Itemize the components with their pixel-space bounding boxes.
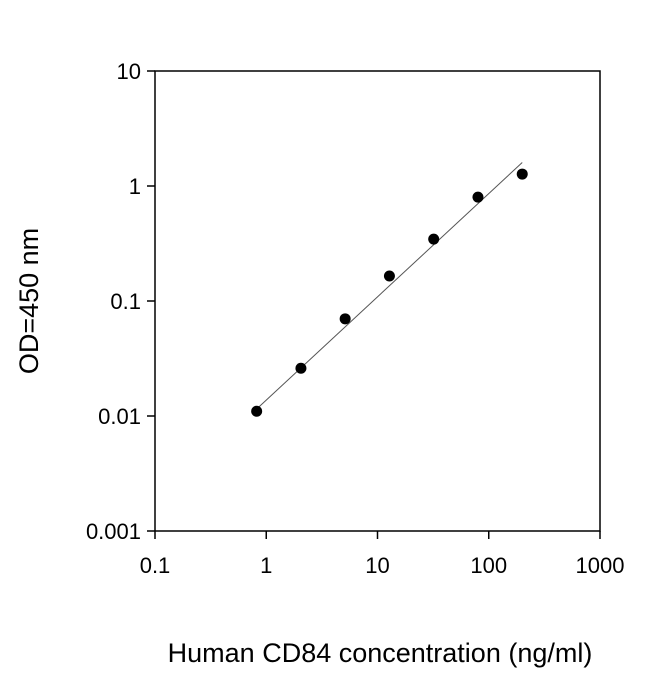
y-tick-label: 10 bbox=[117, 59, 141, 84]
data-point bbox=[251, 405, 263, 417]
x-tick-label: 100 bbox=[470, 553, 507, 578]
data-points-layer bbox=[251, 168, 528, 417]
x-tick-label: 0.1 bbox=[140, 553, 171, 578]
y-tick-label: 0.01 bbox=[98, 404, 141, 429]
data-point bbox=[472, 191, 484, 203]
plot-frame bbox=[154, 70, 601, 532]
data-point bbox=[428, 233, 440, 245]
x-tick-label: 10 bbox=[365, 553, 389, 578]
y-tick-label: 0.001 bbox=[86, 519, 141, 544]
x-tick-label: 1000 bbox=[576, 553, 625, 578]
data-point bbox=[339, 313, 351, 325]
x-axis-title: Human CD84 concentration (ng/ml) bbox=[168, 638, 593, 668]
y-tick-label: 1 bbox=[129, 174, 141, 199]
data-point bbox=[295, 362, 307, 374]
x-axis: 0.1 1 10 100 1000 bbox=[140, 531, 625, 578]
x-tick-label: 1 bbox=[260, 553, 272, 578]
y-axis: 10 1 0.1 0.01 0.001 bbox=[86, 59, 155, 544]
y-axis-title: OD=450 nm bbox=[14, 228, 44, 374]
data-point bbox=[383, 270, 395, 282]
data-point bbox=[516, 168, 528, 180]
y-tick-label: 0.1 bbox=[110, 289, 141, 314]
